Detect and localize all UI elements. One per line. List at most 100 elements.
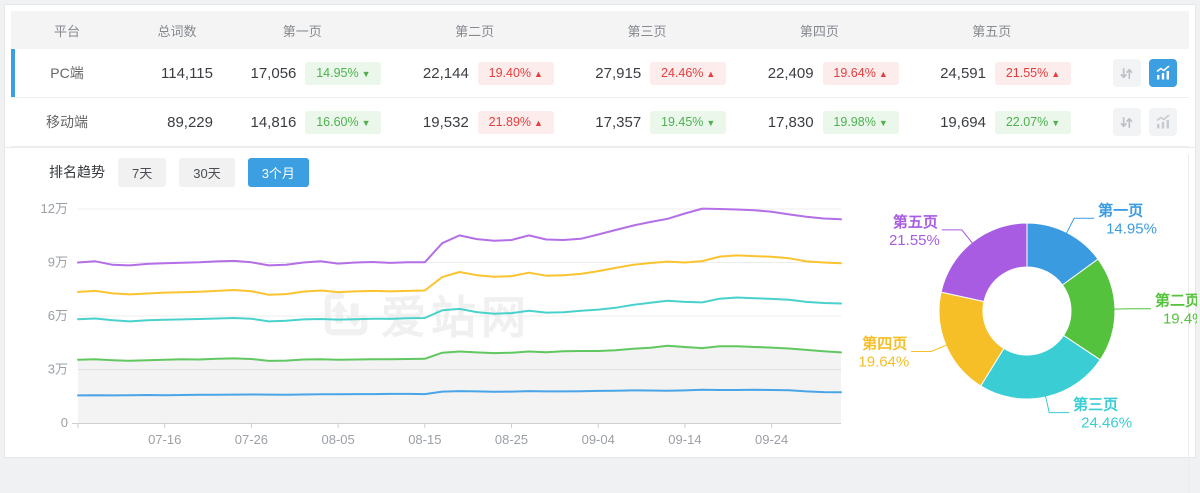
page3-cell: 27,915 24.46%▲ (576, 62, 748, 85)
change-badge: 19.45%▼ (650, 111, 726, 134)
donut-label-line (911, 345, 948, 352)
page-share-donut-chart: 第一页14.95%第二页19.4%第三页24.46%第四页19.64%第五页21… (859, 179, 1197, 445)
keyword-count: 14,816 (251, 114, 297, 131)
line-series-第1-4页累计[interactable] (78, 255, 841, 294)
row-actions (1093, 108, 1189, 136)
keyword-rank-panel: 平台 总词数 第一页 第二页 第三页 第四页 第五页 PC端 114,115 1… (4, 4, 1196, 458)
trend-arrow-icon: ▼ (1051, 118, 1060, 128)
trend-arrow-icon: ▼ (362, 69, 371, 79)
pct-value: 22.07% (1006, 115, 1048, 129)
total-words: 114,115 (123, 65, 231, 82)
sort-button[interactable] (1113, 108, 1141, 136)
trend-title: 排名趋势 (49, 162, 105, 182)
page5-cell: 24,591 21.55%▲ (921, 62, 1093, 85)
change-badge: 22.07%▼ (995, 111, 1071, 134)
change-badge: 16.60%▼ (305, 111, 381, 134)
donut-label-第五页: 第五页 (893, 213, 938, 231)
trend-arrow-icon: ▲ (706, 69, 715, 79)
trend-chart-button[interactable] (1149, 108, 1177, 136)
page4-cell: 17,830 19.98%▼ (748, 111, 920, 134)
donut-label-line (1066, 218, 1094, 234)
table-header-row: 平台 总词数 第一页 第二页 第三页 第四页 第五页 (11, 11, 1189, 49)
change-badge: 19.64% ▲ (823, 62, 899, 85)
trend-arrow-icon: ▼ (879, 118, 888, 128)
page1-cell: 14,816 16.60%▼ (231, 111, 403, 134)
trend-arrow-icon: ▲ (534, 69, 543, 79)
keyword-count: 19,532 (423, 114, 469, 131)
tab-30-days[interactable]: 30天 (179, 158, 234, 187)
trend-arrow-icon: ▼ (706, 118, 715, 128)
donut-percent-第五页: 21.55% (889, 232, 940, 249)
pct-value: 24.46% (661, 66, 703, 80)
x-axis-label: 08-05 (321, 432, 354, 447)
page3-cell: 17,357 19.45%▼ (576, 111, 748, 134)
keyword-count: 22,409 (768, 65, 814, 82)
donut-percent-第一页: 14.95% (1106, 220, 1157, 237)
trend-chart-button[interactable] (1149, 59, 1177, 87)
x-axis-label: 09-24 (755, 432, 788, 447)
platform-name: 移动端 (11, 112, 123, 132)
row-actions (1093, 59, 1189, 87)
y-axis-label: 6万 (48, 308, 68, 323)
keyword-table: 平台 总词数 第一页 第二页 第三页 第四页 第五页 PC端 114,115 1… (5, 5, 1195, 147)
area-fill-第1-2页累计 (78, 346, 841, 423)
keyword-count: 17,357 (595, 114, 641, 131)
donut-label-line (1045, 395, 1069, 413)
y-axis-label: 12万 (41, 201, 68, 216)
keyword-count: 22,144 (423, 65, 469, 82)
donut-percent-第二页: 19.4% (1163, 311, 1197, 328)
pct-value: 21.55% (1006, 66, 1048, 80)
page5-cell: 19,694 22.07%▼ (921, 111, 1093, 134)
keyword-count: 17,056 (251, 65, 297, 82)
trend-arrow-icon: ▲ (879, 69, 888, 79)
x-axis-label: 08-15 (408, 432, 441, 447)
page4-cell: 22,409 19.64% ▲ (748, 62, 920, 85)
x-axis-label: 07-16 (148, 432, 181, 447)
platform-name: PC端 (11, 63, 123, 83)
tab-3-months[interactable]: 3个月 (248, 158, 309, 187)
trend-arrow-icon: ▲ (1051, 69, 1060, 79)
y-axis-label: 9万 (48, 255, 68, 270)
header-page5: 第五页 (921, 21, 1093, 40)
donut-label-第二页: 第二页 (1155, 292, 1197, 310)
header-page4: 第四页 (748, 21, 920, 40)
pct-value: 19.64% (833, 66, 875, 80)
pct-value: 16.60% (316, 115, 358, 129)
change-badge: 21.89%▲ (478, 111, 554, 134)
change-badge: 14.95% ▼ (305, 62, 381, 85)
pct-value: 21.89% (489, 115, 531, 129)
tab-7-days[interactable]: 7天 (118, 158, 166, 187)
y-axis-label: 0 (61, 415, 68, 430)
rank-trend-line-chart: 0 3万 6万 9万 12万 07-16 07-26 08-05 08-15 08-25 09-04… (33, 191, 853, 453)
donut-label-第三页: 第三页 (1073, 396, 1118, 414)
keyword-count: 17,830 (768, 114, 814, 131)
x-axis-label: 08-25 (495, 432, 528, 447)
table-row-mobile[interactable]: 移动端 89,229 14,816 16.60%▼ 19,532 21.89%▲… (11, 98, 1189, 147)
header-page3: 第三页 (576, 21, 748, 40)
page2-cell: 22,144 19.40%▲ (403, 62, 575, 85)
pct-value: 14.95% (316, 66, 358, 80)
pct-value: 19.40% (489, 66, 531, 80)
x-axis-label: 07-26 (235, 432, 268, 447)
change-badge: 21.55%▲ (995, 62, 1071, 85)
page1-cell: 17,056 14.95% ▼ (231, 62, 403, 85)
trend-arrow-icon: ▲ (534, 118, 543, 128)
line-series-第1-3页累计[interactable] (78, 298, 841, 322)
header-page2: 第二页 (403, 21, 575, 40)
donut-percent-第三页: 24.46% (1081, 415, 1132, 432)
y-axis-label: 3万 (48, 362, 68, 377)
pct-value: 19.45% (661, 115, 703, 129)
table-row-pc[interactable]: PC端 114,115 17,056 14.95% ▼ 22,144 19.40%… (11, 49, 1189, 98)
header-total-words: 总词数 (123, 21, 231, 40)
change-badge: 24.46%▲ (650, 62, 726, 85)
sort-button[interactable] (1113, 59, 1141, 87)
x-axis-label: 09-04 (582, 432, 615, 447)
keyword-count: 24,591 (940, 65, 986, 82)
donut-percent-第四页: 19.64% (859, 354, 909, 371)
total-words: 89,229 (123, 114, 231, 131)
change-badge: 19.98%▼ (823, 111, 899, 134)
header-platform: 平台 (11, 21, 123, 40)
donut-segment-第五页[interactable] (941, 223, 1027, 302)
